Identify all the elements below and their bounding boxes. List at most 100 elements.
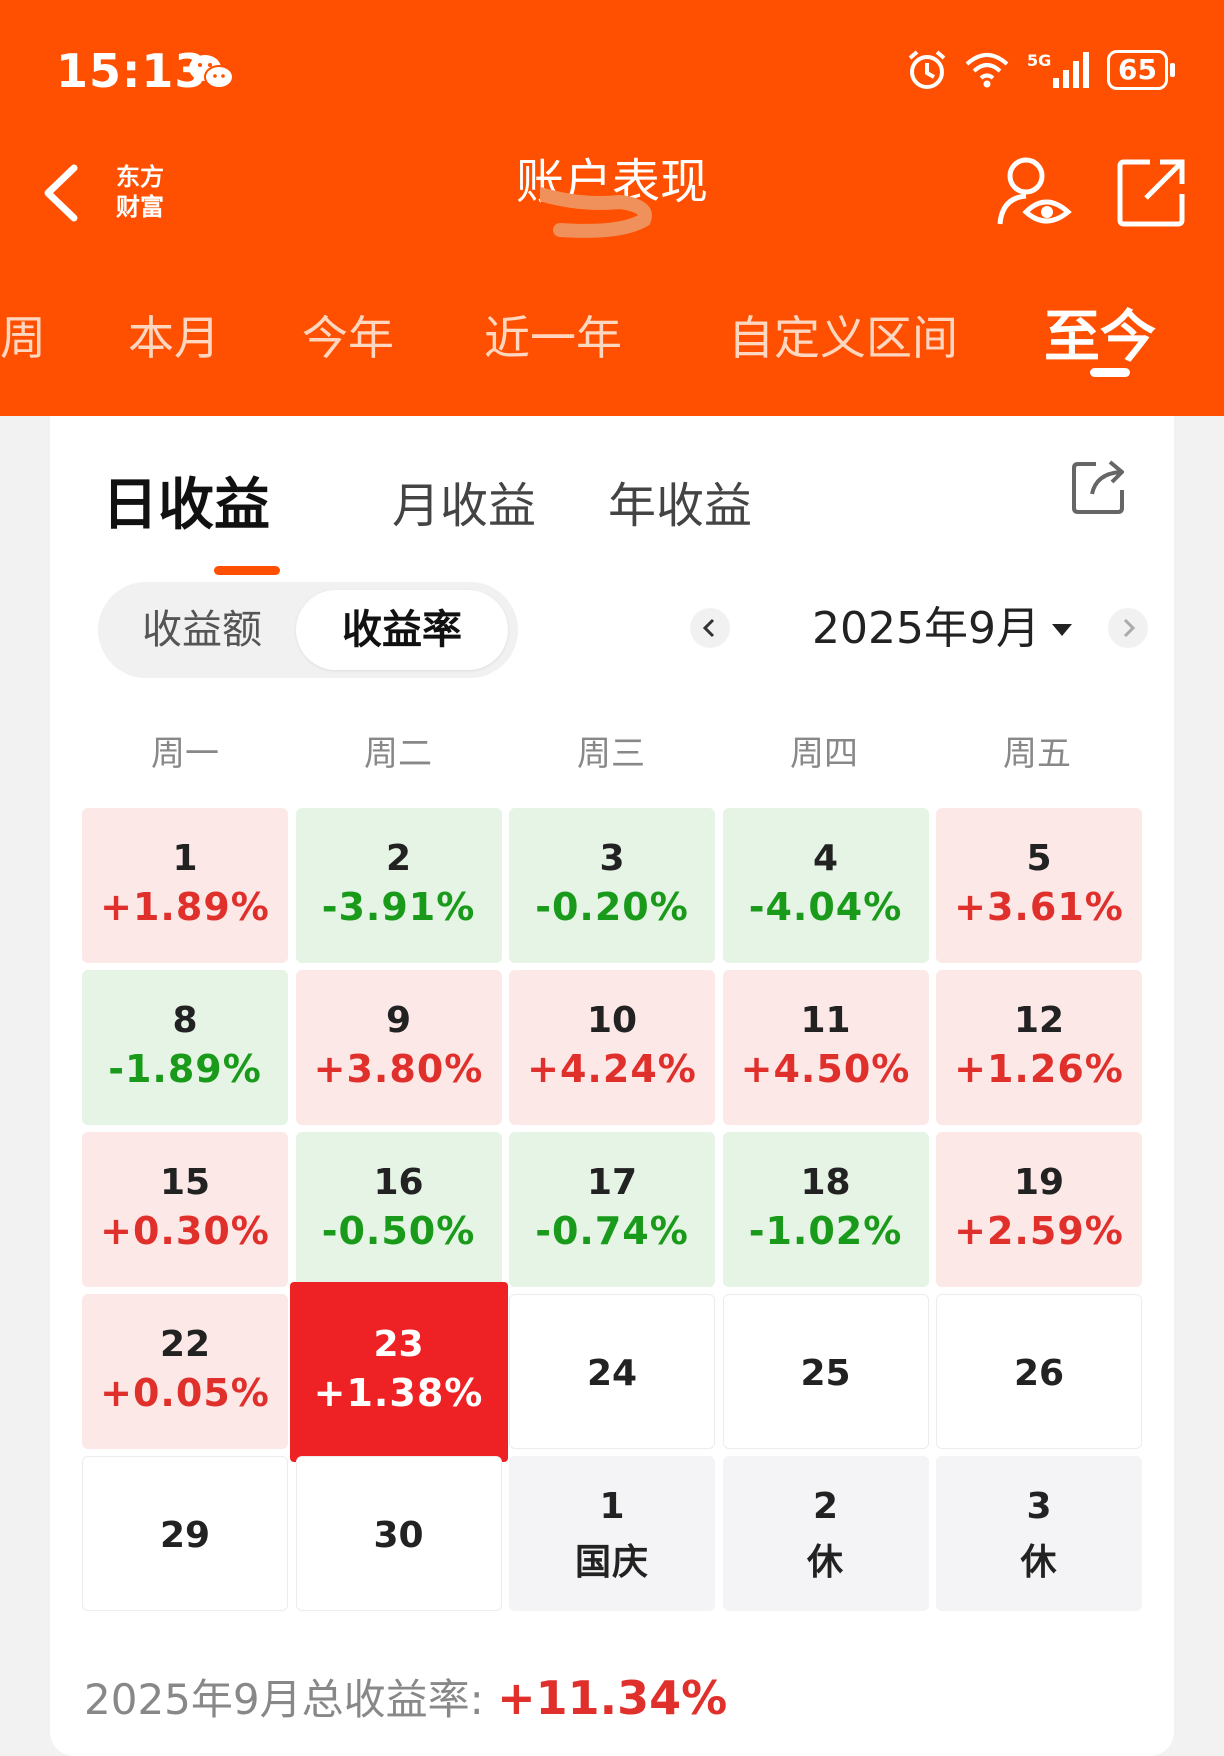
calendar-day-return: +2.59%: [954, 1209, 1124, 1253]
calendar-day-number: 25: [800, 1353, 851, 1394]
account-view-icon[interactable]: [996, 154, 1072, 230]
chevron-left-icon: [702, 618, 715, 638]
toggle-amount[interactable]: 收益额: [142, 607, 262, 653]
period-tabs: 周 本月 今年 近一年 自定义区间 至今: [0, 280, 1224, 370]
calendar-day-number: 11: [800, 1000, 851, 1041]
month-selector: 2025年9月: [690, 594, 1150, 664]
calendar-day-return: -3.91%: [321, 885, 476, 929]
weekday-label: 周一: [151, 734, 219, 774]
calendar-day-number: 2: [812, 1486, 839, 1527]
brand-logo: 东方 财富: [104, 158, 176, 230]
period-last-year[interactable]: 近一年: [484, 311, 622, 365]
calendar-day-return: +1.38%: [313, 1371, 484, 1415]
calendar-day-cell[interactable]: 23 +1.38%: [289, 1282, 508, 1462]
calendar-day-number: 4: [812, 838, 839, 879]
tab-daily-returns[interactable]: 日收益: [102, 473, 270, 538]
share-icon[interactable]: [1116, 156, 1188, 228]
calendar-day-return: +1.89%: [100, 885, 270, 929]
calendar-day-number: 1: [599, 1486, 625, 1527]
share-card-icon[interactable]: [1070, 458, 1128, 516]
redaction-scribble: [540, 187, 652, 238]
calendar-day-return: +0.30%: [100, 1209, 270, 1253]
calendar-day-number: 1: [172, 838, 198, 879]
calendar-day-cell[interactable]: 25: [722, 1294, 929, 1449]
calendar-day-cell[interactable]: 18 -1.02%: [722, 1132, 929, 1287]
signal-5g-icon: 5G: [1027, 51, 1090, 88]
period-this-month[interactable]: 本月: [128, 311, 220, 365]
summary-value: +11.34%: [497, 1671, 728, 1725]
calendar-day-cell[interactable]: 1 国庆: [509, 1456, 715, 1611]
calendar-day-number: 29: [159, 1515, 211, 1556]
calendar-day-cell[interactable]: 3 -0.20%: [509, 808, 715, 963]
monthly-summary: 2025年9月总收益率: +11.34%: [84, 1666, 727, 1727]
period-to-date[interactable]: 至今: [1044, 305, 1156, 370]
wifi-icon: [965, 53, 1009, 88]
calendar-holiday-label: 休: [1020, 1542, 1058, 1583]
prev-month-button[interactable]: [690, 608, 730, 648]
calendar-day-number: 15: [159, 1162, 211, 1203]
period-this-year[interactable]: 今年: [302, 311, 394, 365]
calendar-day-cell[interactable]: 1 +1.89%: [82, 808, 288, 963]
calendar-day-cell[interactable]: 19 +2.59%: [936, 1132, 1142, 1287]
tab-yearly-returns[interactable]: 年收益: [608, 478, 753, 534]
calendar-day-cell[interactable]: 5 +3.61%: [936, 808, 1142, 963]
back-arrow-icon[interactable]: [36, 160, 86, 226]
calendar-day-number: 17: [586, 1162, 638, 1203]
summary-label: 2025年9月总收益率:: [84, 1675, 498, 1724]
status-bar: 15:13 5G: [0, 0, 1224, 140]
calendar-day-cell[interactable]: 12 +1.26%: [936, 970, 1142, 1125]
calendar-day-return: +4.50%: [740, 1047, 911, 1091]
calendar-day-cell[interactable]: 29: [82, 1456, 288, 1611]
calendar-day-cell[interactable]: 2 -3.91%: [295, 808, 502, 963]
calendar-day-number: 3: [1026, 1486, 1052, 1527]
calendar-day-number: 26: [1013, 1353, 1065, 1394]
calendar-holiday-label: 国庆: [574, 1542, 649, 1583]
next-month-button[interactable]: [1108, 608, 1148, 648]
calendar-day-number: 12: [1013, 1000, 1065, 1041]
calendar-day-cell[interactable]: 16 -0.50%: [295, 1132, 502, 1287]
chevron-right-icon: [1123, 618, 1136, 638]
calendar-day-number: 8: [172, 1000, 198, 1041]
calendar-day-number: 18: [800, 1162, 851, 1203]
weekday-label: 周二: [364, 734, 432, 774]
tab-monthly-returns[interactable]: 月收益: [392, 478, 537, 534]
calendar-day-return: -0.20%: [535, 885, 689, 929]
calendar-day-cell[interactable]: 10 +4.24%: [509, 970, 715, 1125]
calendar-day-number: 19: [1013, 1162, 1065, 1203]
calendar-day-number: 30: [373, 1515, 424, 1556]
calendar-day-cell[interactable]: 4 -4.04%: [722, 808, 929, 963]
period-custom-range[interactable]: 自定义区间: [728, 311, 958, 365]
weekday-label: 周三: [577, 734, 645, 774]
calendar-day-cell[interactable]: 8 -1.89%: [82, 970, 288, 1125]
status-time: 15:13: [56, 44, 208, 98]
calendar-day-number: 10: [586, 1000, 638, 1041]
calendar-day-return: +0.05%: [100, 1371, 270, 1415]
calendar-day-number: 22: [159, 1324, 211, 1365]
toggle-rate[interactable]: 收益率: [296, 590, 508, 670]
weekday-label: 周四: [790, 734, 858, 774]
return-type-tabs: 日收益 月收益 年收益: [102, 452, 1102, 575]
calendar-day-number: 9: [385, 1000, 412, 1041]
calendar-day-cell[interactable]: 15 +0.30%: [82, 1132, 288, 1287]
current-month[interactable]: 2025年9月: [812, 603, 1040, 654]
calendar-day-return: -4.04%: [748, 885, 903, 929]
weekday-header: 周一 周二 周三 周四 周五: [82, 726, 1144, 786]
tab-active-indicator: [214, 566, 280, 575]
calendar-day-cell[interactable]: 22 +0.05%: [82, 1294, 288, 1449]
chevron-down-icon[interactable]: [1052, 624, 1072, 636]
calendar-day-cell[interactable]: 9 +3.80%: [295, 970, 502, 1125]
calendar-day-return: +1.26%: [954, 1047, 1124, 1091]
calendar-day-cell[interactable]: 17 -0.74%: [509, 1132, 715, 1287]
calendar-day-return: -1.89%: [108, 1047, 262, 1091]
status-icons: 5G 65: [905, 48, 1175, 92]
calendar-day-return: -1.02%: [748, 1209, 903, 1253]
period-week[interactable]: 周: [0, 311, 46, 365]
calendar-holiday-label: 休: [806, 1542, 844, 1583]
calendar-day-cell[interactable]: 30: [295, 1456, 502, 1611]
calendar-day-cell[interactable]: 11 +4.50%: [722, 970, 929, 1125]
calendar-day-cell[interactable]: 26: [936, 1294, 1142, 1449]
calendar-day-cell[interactable]: 24: [509, 1294, 715, 1449]
alarm-icon: [908, 50, 946, 89]
